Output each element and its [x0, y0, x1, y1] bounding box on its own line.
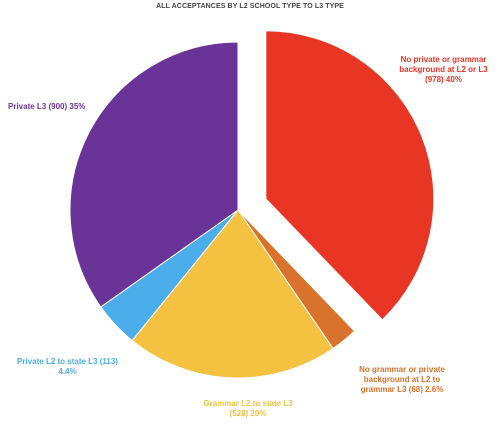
slice-label-private-l3: Private L3 (900) 35% — [8, 102, 86, 111]
chart-title: ALL ACCEPTANCES BY L2 SCHOOL TYPE TO L3 … — [156, 3, 344, 10]
slice-label-no-grammar-to-grammar-l3: No grammar or private background at L2 t… — [359, 365, 445, 394]
pie-slice-4 — [69, 41, 239, 308]
pie-slice-0 — [265, 30, 435, 321]
slice-label-no-private-or-grammar: No private or grammar background at L2 o… — [399, 55, 488, 84]
pie-slice-2 — [131, 209, 334, 379]
slice-label-private-l2-to-state-l3: Private L2 to state L3 (113) 4.4% — [17, 357, 118, 376]
slice-label-grammar-l2-to-state-l3: Grammar L2 to state L3 (528) 20% — [203, 399, 293, 418]
